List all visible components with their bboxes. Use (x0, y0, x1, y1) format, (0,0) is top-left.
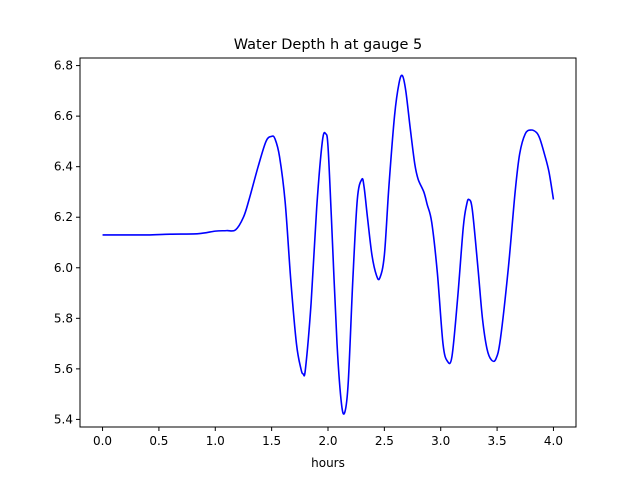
x-tick-label: 0.5 (149, 434, 168, 448)
x-axis: 0.0 0.5 1.0 1.5 2.0 2.5 3.0 3.5 4.0 (93, 427, 563, 448)
x-tick-label: 0.0 (93, 434, 112, 448)
x-tick-label: 2.0 (318, 434, 337, 448)
chart-title: Water Depth h at gauge 5 (234, 37, 422, 53)
x-tick-label: 4.0 (544, 434, 563, 448)
x-tick-label: 3.0 (431, 434, 450, 448)
series-line (102, 74, 555, 415)
plot-area (102, 74, 555, 415)
x-axis-label: hours (311, 456, 345, 470)
x-tick-label: 1.5 (262, 434, 281, 448)
y-axis: 5.4 5.6 5.8 6.0 6.2 6.4 6.6 6.8 (54, 59, 80, 426)
y-tick-label: 5.6 (54, 362, 73, 376)
x-tick-label: 2.5 (375, 434, 394, 448)
plot-frame (79, 57, 577, 428)
y-tick-label: 6.0 (54, 261, 73, 275)
x-tick-label: 3.5 (488, 434, 507, 448)
y-tick-label: 5.4 (54, 412, 73, 426)
y-tick-label: 5.8 (54, 311, 73, 325)
y-tick-label: 6.8 (54, 59, 73, 73)
y-tick-label: 6.6 (54, 109, 73, 123)
y-tick-label: 6.4 (54, 160, 73, 174)
y-tick-label: 6.2 (54, 210, 73, 224)
x-tick-label: 1.0 (206, 434, 225, 448)
